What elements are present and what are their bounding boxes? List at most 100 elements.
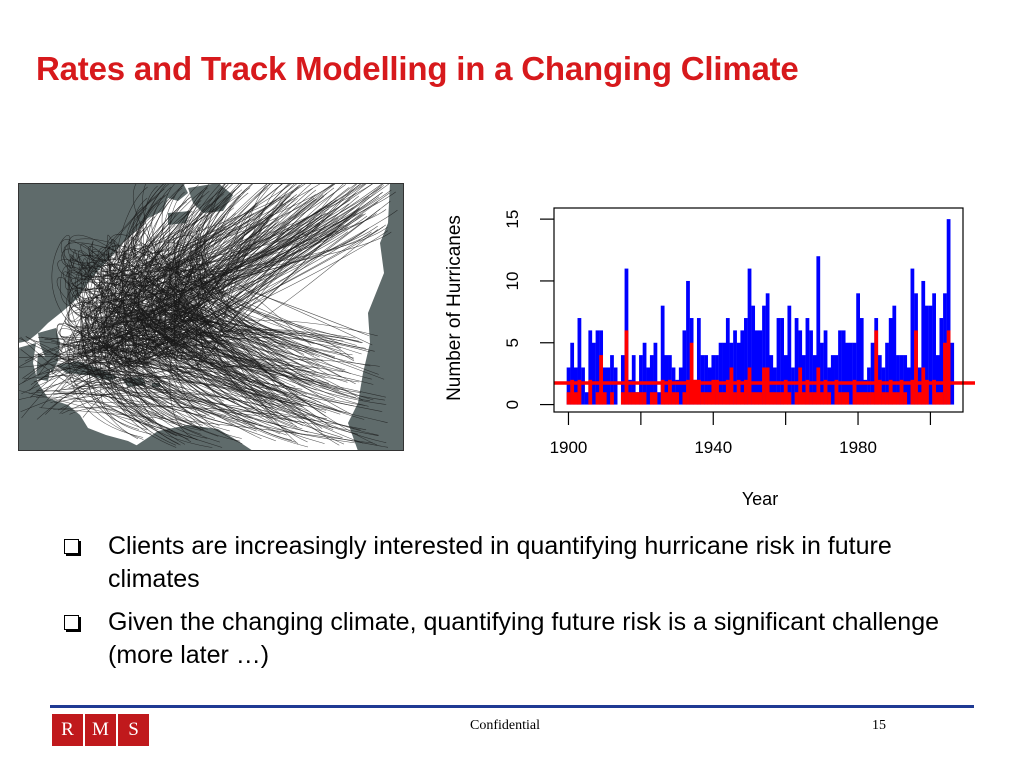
bar-all-hurricanes (852, 342, 857, 405)
hurricane-track (30, 366, 148, 390)
bar-all-hurricanes (801, 355, 806, 405)
logo-letter: M (85, 714, 116, 746)
hurricane-track (140, 223, 336, 360)
x-axis-label: Year (742, 489, 778, 509)
bar-all-hurricanes (628, 379, 632, 405)
hurricane-track (182, 183, 384, 407)
bar-all-hurricanes (870, 342, 875, 405)
bar-landfalling (885, 392, 889, 405)
x-tick-label: 1980 (839, 438, 877, 457)
bar-all-hurricanes (642, 342, 647, 405)
bar-all-hurricanes (657, 392, 661, 405)
slide-title: Rates and Track Modelling in a Changing … (36, 50, 799, 87)
hurricane-track (98, 192, 390, 399)
bar-all-hurricanes (896, 355, 900, 405)
bar-landfalling (805, 379, 810, 405)
hurricane-track (132, 197, 311, 386)
bar-all-hurricanes (639, 355, 643, 405)
hurricane-tracks (18, 183, 398, 448)
bar-landfalling (693, 379, 698, 405)
bar-all-hurricanes (769, 355, 774, 405)
bar-landfalling (668, 379, 672, 405)
hurricane-track (109, 209, 242, 439)
bar-landfalling (570, 379, 575, 405)
bar-landfalling (624, 330, 629, 405)
bar-all-hurricanes (747, 268, 752, 405)
hurricane-track (34, 353, 181, 376)
bar-all-hurricanes (830, 355, 835, 405)
land-florida (38, 328, 60, 373)
hurricane-track (201, 191, 383, 367)
bar-all-hurricanes (848, 342, 853, 405)
bar-landfalling (841, 392, 846, 405)
bar-landfalling (798, 367, 803, 405)
hurricane-track (64, 375, 257, 425)
bar-landfalling (881, 392, 886, 405)
hurricane-track (110, 193, 314, 356)
bar-all-hurricanes (823, 330, 828, 405)
bar-landfalling (787, 392, 792, 405)
hurricane-track (73, 333, 344, 382)
bar-all-hurricanes (910, 268, 915, 405)
bar-all-hurricanes (631, 355, 636, 405)
hurricane-track (57, 391, 189, 440)
bar-landfalling (718, 392, 723, 405)
bar-all-hurricanes (722, 342, 727, 405)
hurricane-track (55, 355, 162, 389)
bar-landfalling (874, 330, 879, 405)
hurricane-track (173, 222, 276, 380)
hurricane-track (159, 189, 297, 403)
bar-all-hurricanes (906, 367, 911, 405)
bar-landfalling (660, 379, 665, 405)
bar-landfalling (859, 392, 864, 405)
bar-landfalling (816, 367, 821, 405)
bar-landfalling (943, 342, 947, 405)
hurricane-track (154, 231, 291, 342)
hurricane-track (100, 183, 337, 404)
hurricane-track (66, 348, 261, 415)
plot-border (553, 207, 964, 413)
hurricane-track (75, 385, 248, 428)
bar-landfalling (729, 367, 734, 405)
bar-all-hurricanes (765, 293, 770, 405)
checkbox-bullet-icon (64, 615, 79, 630)
bar-all-hurricanes (700, 355, 705, 405)
bar-all-hurricanes (570, 342, 575, 405)
hurricane-track (109, 200, 391, 444)
bar-landfalling (566, 392, 571, 405)
bar-landfalling (932, 379, 936, 405)
bar-landfalling (754, 392, 759, 405)
bar-landfalling (715, 379, 719, 405)
hurricane-track (128, 213, 189, 349)
bar-landfalling (610, 392, 614, 405)
bar-landfalling (892, 392, 897, 405)
bar-landfalling (921, 367, 926, 405)
bar-landfalling (827, 392, 832, 405)
bar-all-hurricanes (649, 355, 654, 405)
land-africa (348, 183, 404, 451)
bar-landfalling (903, 392, 908, 405)
bar-all-hurricanes (820, 342, 824, 405)
hurricane-track (20, 366, 374, 412)
hurricane-track (100, 226, 384, 443)
hurricane-track (102, 183, 254, 409)
hurricane-track (99, 194, 297, 418)
bar-all-hurricanes (678, 367, 683, 405)
bar-landfalling (896, 392, 900, 405)
hurricane-track (28, 387, 316, 422)
bar-landfalling (910, 379, 915, 405)
bar-all-hurricanes (725, 318, 730, 405)
bar-all-hurricanes (762, 305, 766, 405)
hurricane-track (82, 357, 224, 418)
bar-all-hurricanes (845, 342, 850, 405)
hurricane-track (86, 198, 259, 340)
bar-all-hurricanes (809, 330, 813, 405)
y-tick-label: 5 (503, 338, 522, 347)
x-tick-label: 1940 (694, 438, 732, 457)
bar-landfalling (925, 379, 929, 405)
hurricane-track (88, 192, 204, 429)
checkbox-bullet-icon (64, 539, 79, 554)
bar-landfalling (599, 355, 604, 405)
hurricane-track (101, 221, 307, 381)
bar-all-hurricanes (588, 330, 593, 405)
